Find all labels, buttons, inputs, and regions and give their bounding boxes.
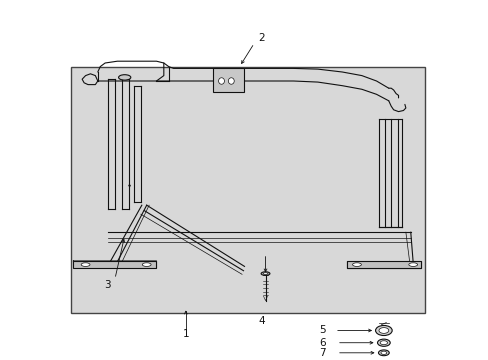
Text: 4: 4 xyxy=(258,316,264,327)
Text: 3: 3 xyxy=(104,280,111,290)
Ellipse shape xyxy=(375,325,391,336)
Ellipse shape xyxy=(378,328,388,333)
Bar xyxy=(71,67,425,313)
Bar xyxy=(346,261,420,268)
Text: 1: 1 xyxy=(182,329,189,339)
Ellipse shape xyxy=(263,273,267,275)
Ellipse shape xyxy=(380,341,386,345)
Ellipse shape xyxy=(408,263,417,266)
Ellipse shape xyxy=(352,263,361,266)
Bar xyxy=(212,68,244,92)
Ellipse shape xyxy=(261,272,269,275)
Ellipse shape xyxy=(81,263,90,266)
Ellipse shape xyxy=(119,75,131,80)
Text: 7: 7 xyxy=(319,348,325,358)
Bar xyxy=(73,261,156,268)
Ellipse shape xyxy=(228,78,234,84)
Text: 6: 6 xyxy=(319,338,325,348)
Ellipse shape xyxy=(380,351,386,354)
Ellipse shape xyxy=(378,350,388,356)
Ellipse shape xyxy=(142,263,151,266)
Ellipse shape xyxy=(218,78,224,84)
Text: 5: 5 xyxy=(319,325,325,336)
Ellipse shape xyxy=(377,339,389,346)
Text: 2: 2 xyxy=(258,33,264,43)
